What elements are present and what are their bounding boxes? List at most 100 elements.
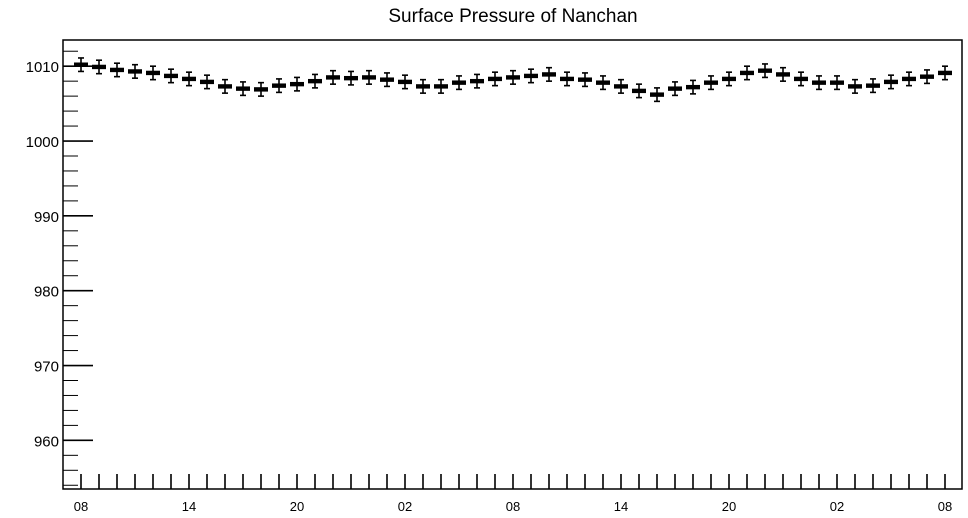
point-marker <box>506 75 520 80</box>
data-point <box>218 78 232 94</box>
x-tick-label: 20 <box>722 499 736 514</box>
point-marker <box>434 84 448 89</box>
data-point <box>920 69 934 85</box>
point-marker <box>632 88 646 94</box>
data-point <box>182 71 196 87</box>
point-marker <box>902 76 916 82</box>
data-point <box>164 68 178 84</box>
x-tick-label: 14 <box>614 499 628 514</box>
point-marker <box>560 76 574 82</box>
point-marker <box>722 76 736 82</box>
data-point <box>470 73 484 89</box>
data-point <box>506 69 520 85</box>
point-marker <box>272 83 286 88</box>
point-marker <box>668 86 682 91</box>
data-point <box>74 57 88 73</box>
data-point <box>200 74 214 90</box>
x-tick-label: 02 <box>398 499 412 514</box>
data-point <box>290 76 304 92</box>
data-point <box>650 87 664 103</box>
point-marker <box>380 77 394 82</box>
x-tick-label: 20 <box>290 499 304 514</box>
data-point <box>488 71 502 87</box>
data-point <box>776 66 790 82</box>
plot-frame <box>62 39 963 490</box>
point-marker <box>740 70 754 76</box>
y-tick-label: 1000 <box>26 134 59 151</box>
y-axis: 960 970 980 990 1000 1010 <box>26 50 93 486</box>
point-marker <box>182 76 196 82</box>
point-marker <box>938 70 952 76</box>
data-point <box>452 75 466 91</box>
point-marker <box>884 79 898 85</box>
point-marker <box>218 84 232 89</box>
point-marker <box>344 75 358 81</box>
point-marker <box>398 79 412 85</box>
data-point <box>866 78 880 94</box>
data-point <box>308 73 322 89</box>
point-marker <box>308 78 322 84</box>
data-point <box>272 78 286 94</box>
data-points <box>74 57 952 103</box>
point-marker <box>92 64 106 70</box>
data-point <box>542 66 556 82</box>
data-point <box>524 68 538 84</box>
point-marker <box>920 74 934 79</box>
point-marker <box>542 72 556 77</box>
point-marker <box>650 92 664 97</box>
y-tick-label: 1010 <box>26 59 59 76</box>
point-marker <box>578 77 592 82</box>
point-marker <box>596 80 610 85</box>
data-point <box>794 71 808 87</box>
x-tick-label: 08 <box>938 499 952 514</box>
y-tick-label: 990 <box>34 209 59 226</box>
data-point <box>362 69 376 85</box>
x-axis: 08 14 20 02 08 14 20 02 08 <box>74 474 952 514</box>
data-point <box>758 63 772 79</box>
x-tick-label: 08 <box>74 499 88 514</box>
data-point <box>614 78 628 94</box>
data-point <box>686 79 700 95</box>
x-tick-label: 08 <box>506 499 520 514</box>
data-point <box>398 74 412 90</box>
data-point <box>596 75 610 91</box>
point-marker <box>200 79 214 85</box>
data-point <box>380 72 394 88</box>
point-marker <box>362 75 376 80</box>
x-tick-label: 14 <box>182 499 196 514</box>
y-tick-label: 970 <box>34 359 59 376</box>
point-marker <box>488 76 502 82</box>
data-point <box>236 81 250 97</box>
point-marker <box>794 76 808 82</box>
point-marker <box>128 69 142 74</box>
point-marker <box>254 87 268 92</box>
point-marker <box>704 80 718 85</box>
point-marker <box>524 73 538 79</box>
data-point <box>722 71 736 87</box>
point-marker <box>452 80 466 85</box>
point-marker <box>236 86 250 91</box>
data-point <box>326 69 340 85</box>
data-point <box>740 65 754 81</box>
y-tick-label: 960 <box>34 433 59 450</box>
chart-title: Surface Pressure of Nanchan <box>388 6 637 27</box>
data-point <box>560 71 574 87</box>
data-point <box>668 81 682 97</box>
data-point <box>902 71 916 87</box>
point-marker <box>470 78 484 84</box>
data-point <box>938 65 952 81</box>
point-marker <box>326 75 340 80</box>
data-point <box>110 62 124 78</box>
point-marker <box>758 68 772 73</box>
data-point <box>578 72 592 88</box>
point-marker <box>848 84 862 89</box>
data-point <box>812 75 826 91</box>
data-point <box>830 75 844 91</box>
point-marker <box>830 80 844 85</box>
point-marker <box>74 62 88 67</box>
x-tick-label: 02 <box>830 499 844 514</box>
data-point <box>92 59 106 75</box>
data-point <box>254 81 268 97</box>
point-marker <box>146 70 160 76</box>
